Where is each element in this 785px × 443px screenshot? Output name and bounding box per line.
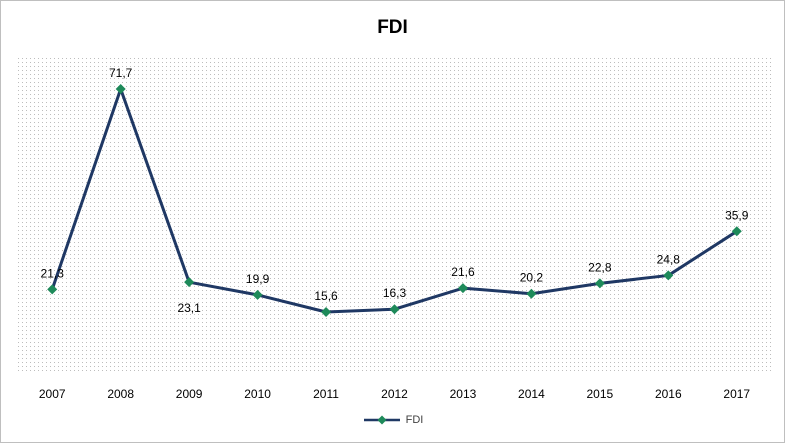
x-tick-label: 2016 bbox=[655, 387, 682, 401]
data-label: 21,3 bbox=[41, 266, 65, 280]
data-label: 71,7 bbox=[109, 66, 133, 80]
x-tick-label: 2014 bbox=[518, 387, 545, 401]
plot-area bbox=[18, 58, 771, 374]
x-tick-label: 2010 bbox=[244, 387, 271, 401]
legend: FDI bbox=[1, 414, 784, 426]
data-point-marker bbox=[184, 277, 195, 288]
legend-label: FDI bbox=[405, 414, 424, 426]
data-label: 20,2 bbox=[520, 271, 544, 285]
chart-title: FDI bbox=[377, 17, 408, 38]
data-label: 24,8 bbox=[657, 252, 681, 266]
data-point-marker bbox=[663, 270, 674, 281]
data-label: 19,9 bbox=[246, 272, 270, 286]
x-tick-label: 2012 bbox=[381, 387, 408, 401]
x-tick-label: 2007 bbox=[39, 387, 66, 401]
data-label: 22,8 bbox=[588, 260, 612, 274]
x-tick-label: 2017 bbox=[723, 387, 750, 401]
data-point-marker bbox=[594, 278, 605, 289]
data-point-marker bbox=[389, 304, 400, 315]
data-label: 35,9 bbox=[725, 208, 749, 222]
data-point-marker bbox=[252, 289, 263, 300]
data-point-marker bbox=[321, 307, 332, 317]
data-label: 15,6 bbox=[314, 289, 338, 303]
data-label: 16,3 bbox=[383, 286, 407, 300]
data-point-marker bbox=[115, 84, 126, 94]
data-label: 23,1 bbox=[177, 301, 201, 315]
data-label: 21,6 bbox=[451, 265, 475, 279]
data-point-marker bbox=[526, 288, 537, 299]
data-point-marker bbox=[457, 283, 468, 294]
x-tick-label: 2009 bbox=[176, 387, 203, 401]
x-tick-label: 2015 bbox=[587, 387, 614, 401]
x-tick-label: 2008 bbox=[107, 387, 134, 401]
legend-key-icon bbox=[363, 415, 400, 425]
data-point-marker bbox=[47, 284, 58, 295]
data-point-marker bbox=[731, 226, 742, 237]
x-tick-label: 2013 bbox=[450, 387, 477, 401]
x-tick-label: 2011 bbox=[313, 387, 339, 401]
